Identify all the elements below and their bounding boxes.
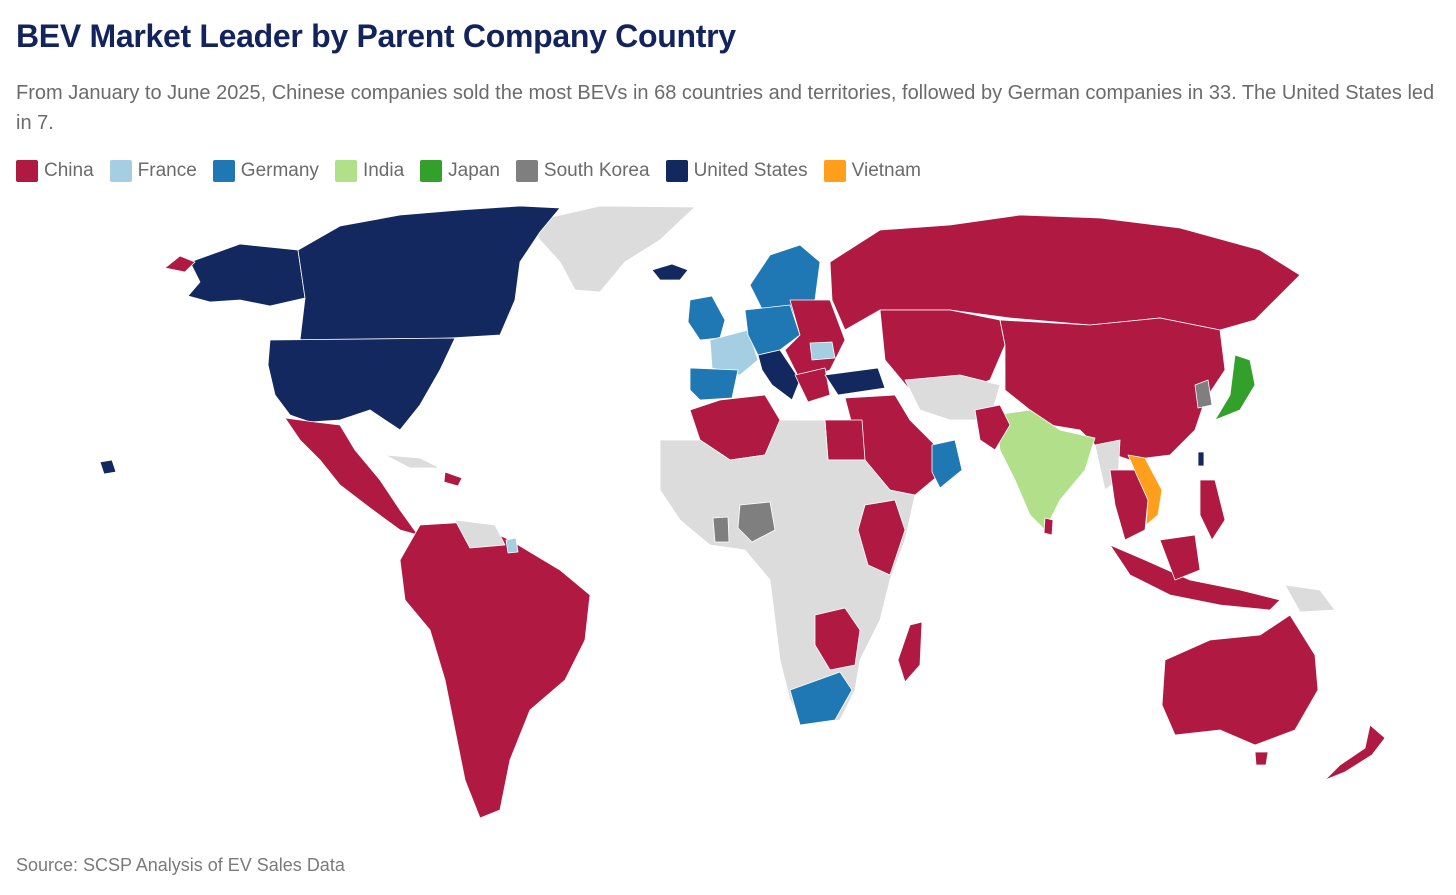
region-mexico-central-america (284, 417, 419, 536)
legend-label-india: India (362, 160, 405, 181)
legend-swatch-india (334, 160, 357, 182)
region-east-africa (857, 499, 906, 576)
legend-item-united-states: United States (665, 160, 808, 182)
region-usa (267, 337, 456, 431)
legend: China France Germany India Japan South K… (16, 160, 937, 182)
region-cuba (384, 454, 441, 469)
legend-swatch-china (16, 160, 38, 182)
region-australia (1161, 614, 1319, 746)
legend-label-united-states: United States (693, 160, 808, 181)
world-map (99, 205, 1386, 819)
legend-item-vietnam: Vietnam (823, 160, 921, 182)
region-oman-uae (931, 439, 963, 489)
region-central-asia (879, 309, 1006, 396)
region-philippines (1199, 479, 1226, 541)
region-tasmania (1254, 751, 1269, 766)
region-turkey (824, 367, 886, 396)
legend-item-japan: Japan (420, 160, 500, 182)
source-note: Source: SCSP Analysis of EV Sales Data (16, 855, 345, 875)
region-aleutians (164, 255, 196, 273)
region-korea (1194, 379, 1213, 409)
legend-label-japan: Japan (448, 160, 500, 181)
region-papua (1284, 584, 1336, 613)
legend-item-france: France (109, 160, 197, 182)
legend-swatch-vietnam (823, 160, 846, 182)
region-uk-ireland (687, 295, 726, 341)
region-south-america (399, 521, 591, 819)
region-egypt (824, 419, 866, 461)
legend-label-vietnam: Vietnam (851, 160, 921, 181)
legend-item-china: China (16, 160, 94, 182)
region-china-mongolia (999, 317, 1226, 461)
region-south-africa (789, 671, 853, 726)
region-canada (297, 205, 561, 341)
region-nigeria (737, 501, 776, 543)
region-malaysia-indonesia (1109, 544, 1281, 611)
region-new-zealand (1324, 724, 1386, 781)
region-borneo (1159, 534, 1201, 581)
chart-title: BEV Market Leader by Parent Company Coun… (16, 18, 736, 54)
region-india (994, 409, 1096, 531)
region-southern-central-africa (814, 607, 861, 671)
legend-item-south-korea: South Korea (515, 160, 650, 182)
region-french-guiana (505, 537, 519, 554)
region-guianas (454, 519, 506, 549)
chart-subtitle: From January to June 2025, Chinese compa… (16, 82, 1435, 134)
region-taiwan (1197, 451, 1205, 467)
region-iberia (689, 367, 739, 401)
region-romania (809, 341, 836, 361)
legend-label-south-korea: South Korea (543, 160, 650, 181)
region-hawaii (99, 459, 117, 475)
region-pakistan (974, 404, 1011, 451)
region-caribbean-islands (443, 471, 463, 487)
legend-label-france: France (137, 160, 197, 181)
legend-swatch-germany (212, 160, 235, 182)
legend-item-india: India (334, 160, 405, 182)
legend-swatch-france (109, 160, 132, 182)
region-italy (757, 349, 801, 401)
legend-swatch-south-korea (515, 160, 538, 182)
region-japan (1214, 354, 1256, 421)
region-alaska (187, 243, 306, 307)
region-vietnam (1127, 454, 1163, 526)
legend-label-china: China (44, 160, 94, 181)
region-ghana (712, 516, 730, 543)
region-balkans-greece (794, 367, 831, 403)
legend-swatch-japan (420, 160, 443, 182)
legend-swatch-united-states (665, 160, 688, 182)
legend-item-germany: Germany (212, 160, 319, 182)
region-madagascar (897, 621, 923, 683)
legend-label-germany: Germany (240, 160, 319, 181)
region-greenland (529, 205, 696, 293)
region-iceland (651, 263, 689, 281)
region-sri-lanka (1043, 517, 1054, 536)
region-france (709, 329, 759, 376)
